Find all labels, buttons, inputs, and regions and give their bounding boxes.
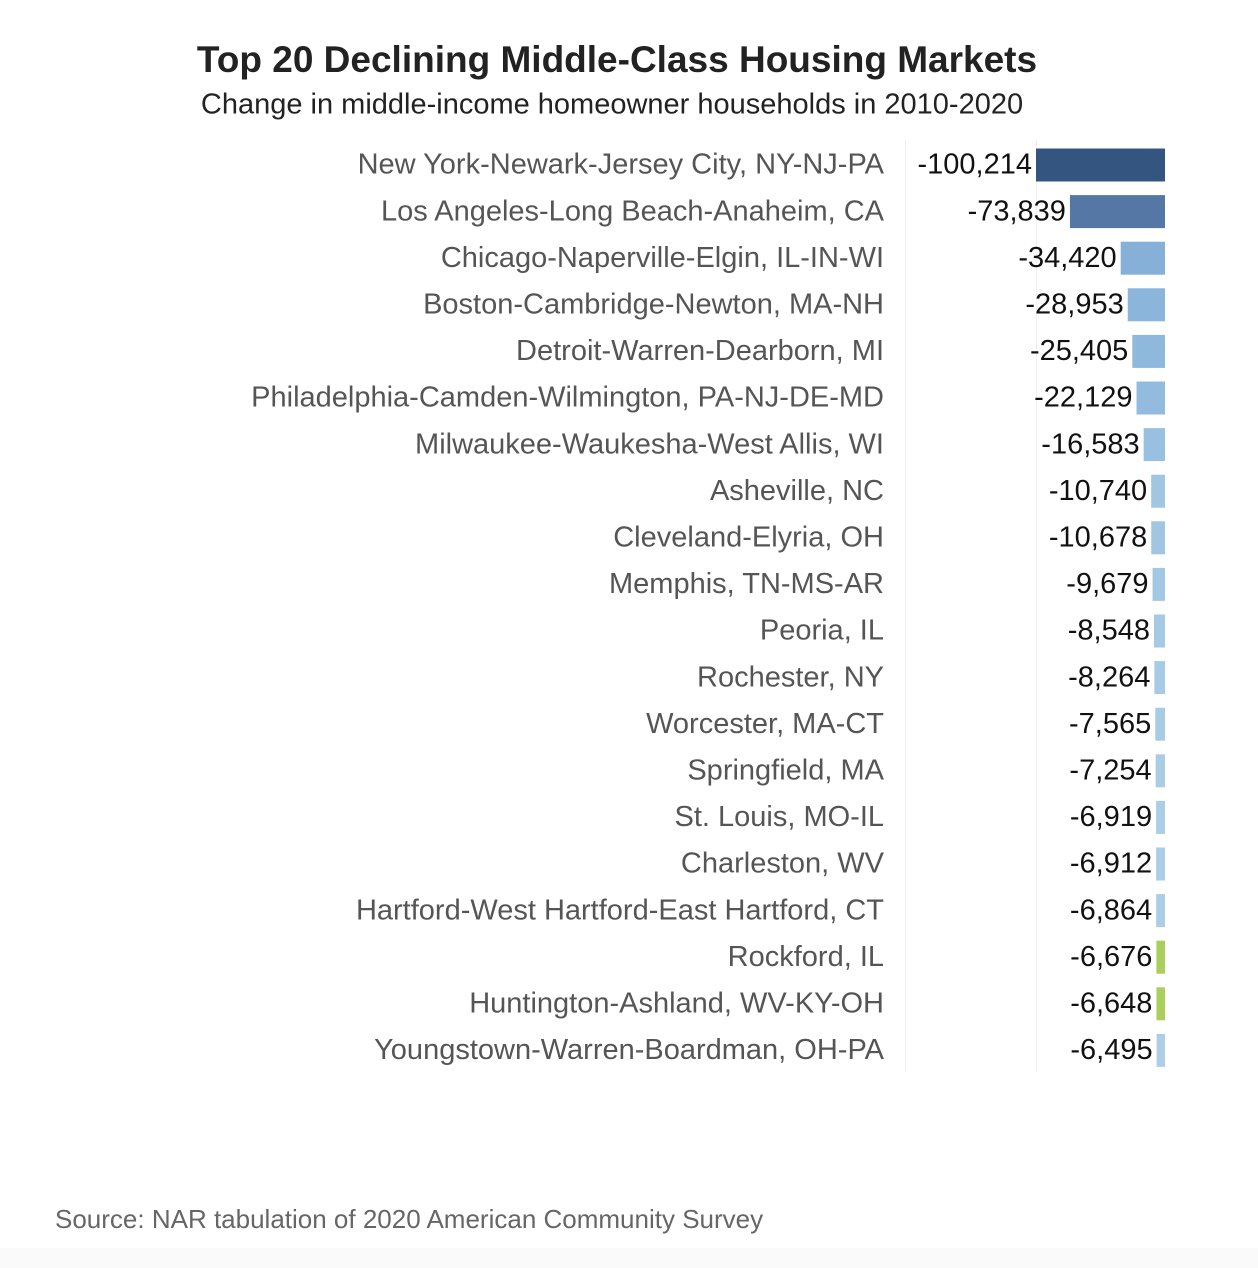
category-label: Boston-Cambridge-Newton, MA-NH [423,288,884,320]
category-label: Los Angeles-Long Beach-Anaheim, CA [381,195,885,227]
value-label: -7,254 [1069,754,1151,786]
category-label: Huntington-Ashland, WV-KY-OH [469,987,884,1019]
bar [1156,1033,1165,1067]
category-label: Springfield, MA [687,754,884,786]
bar [1152,567,1165,601]
category-label: Charleston, WV [681,848,885,880]
bar [1036,148,1165,182]
source-note: Source: NAR tabulation of 2020 American … [55,1204,763,1234]
bar [1156,847,1165,881]
value-label: -28,953 [1025,288,1123,320]
value-label: -7,565 [1069,708,1151,740]
category-label: Rochester, NY [697,661,884,693]
value-label: -8,548 [1068,615,1150,647]
category-label: Memphis, TN-MS-AR [609,568,884,600]
category-label: Youngstown-Warren-Boardman, OH-PA [374,1034,885,1066]
value-label: -73,839 [968,195,1066,227]
value-label: -9,679 [1066,568,1148,600]
category-label: Rockford, IL [728,941,884,973]
value-label: -6,648 [1070,987,1152,1019]
value-label: -8,264 [1068,661,1150,693]
bar [1069,195,1165,229]
category-label: Chicago-Naperville-Elgin, IL-IN-WI [441,242,884,274]
value-label: -6,912 [1070,848,1152,880]
value-label: -10,678 [1049,521,1147,553]
bar [1127,288,1165,322]
category-label: St. Louis, MO-IL [674,801,884,833]
bar [1132,334,1165,368]
bar [1143,428,1165,462]
bar [1153,614,1165,648]
category-label: Peoria, IL [760,615,884,647]
category-label: Philadelphia-Camden-Wilmington, PA-NJ-DE… [251,382,884,414]
bar [1156,800,1165,834]
value-label: -6,864 [1070,894,1152,926]
category-label: Hartford-West Hartford-East Hartford, CT [356,894,884,926]
value-label: -6,495 [1070,1034,1152,1066]
category-label: Asheville, NC [710,475,884,507]
value-label: -22,129 [1034,382,1132,414]
chart-title: Top 20 Declining Middle-Class Housing Ma… [197,39,1037,80]
bar [1155,754,1165,788]
value-label: -16,583 [1041,428,1139,460]
value-label: -10,740 [1049,475,1147,507]
value-label: -25,405 [1030,335,1128,367]
bar [1156,940,1165,974]
value-label: -6,919 [1070,801,1152,833]
bar [1151,474,1165,508]
category-label: Cleveland-Elyria, OH [613,521,884,553]
bar [1155,707,1165,741]
bar [1120,241,1165,275]
category-label: New York-Newark-Jersey City, NY-NJ-PA [358,149,885,181]
bar [1151,521,1165,555]
chart-subtitle: Change in middle-income homeowner househ… [201,89,1023,121]
footer-band [0,1248,1258,1268]
value-label: -34,420 [1018,242,1116,274]
bar [1156,894,1165,928]
value-label: -6,676 [1070,941,1152,973]
bar [1154,661,1165,695]
bar [1136,381,1165,415]
value-label: -100,214 [918,149,1033,181]
category-label: Worcester, MA-CT [646,708,884,740]
category-label: Detroit-Warren-Dearborn, MI [516,335,884,367]
category-label: Milwaukee-Waukesha-West Allis, WI [415,428,884,460]
bar [1156,987,1165,1021]
